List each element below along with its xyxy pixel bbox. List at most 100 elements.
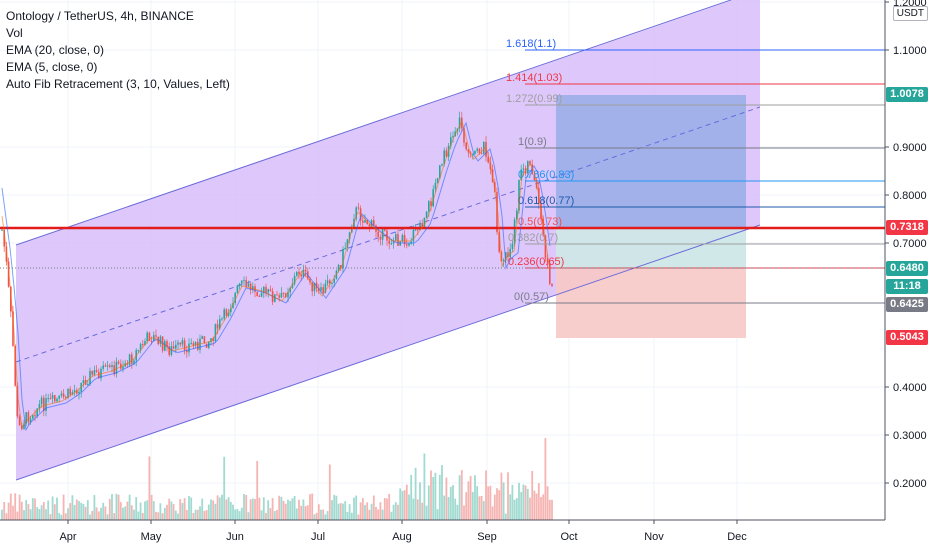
candle-body: [509, 248, 511, 257]
volume-bar: [381, 509, 384, 520]
candle-body: [188, 343, 190, 353]
candle-body: [485, 142, 487, 157]
volume-bar: [460, 470, 463, 520]
candle-body: [115, 361, 118, 375]
candle-body: [238, 283, 241, 286]
indicator-ema-5[interactable]: EMA (5, close, 0): [6, 60, 98, 74]
volume-bar: [100, 507, 102, 520]
volume-bar: [69, 503, 72, 520]
volume-bar: [212, 500, 215, 520]
candle-body: [390, 243, 393, 245]
symbol-title[interactable]: Ontology / TetherUS, 4h, BINANCE: [6, 9, 194, 23]
candle-body: [443, 150, 445, 165]
candle-body: [322, 287, 324, 293]
volume-bar: [377, 509, 380, 520]
volume-bar: [42, 502, 45, 520]
volume-bar: [348, 504, 351, 520]
volume-bar: [210, 499, 212, 520]
volume-bar: [357, 514, 360, 520]
candle-body: [232, 303, 234, 309]
volume-bar: [412, 498, 415, 520]
volume-bar: [269, 508, 272, 520]
candle-body: [304, 269, 307, 272]
candle-body: [234, 292, 236, 304]
volume-bar: [56, 497, 58, 520]
candle-body: [23, 423, 25, 430]
volume-bar: [194, 509, 197, 520]
volume-bar: [183, 498, 186, 520]
channel-upper-line: [15, 0, 733, 246]
volume-bar: [540, 497, 542, 520]
candle-body: [168, 346, 170, 355]
candle-body: [274, 294, 276, 302]
volume-bar: [18, 494, 21, 520]
volume-bar: [423, 453, 426, 520]
candle-body: [214, 324, 217, 341]
volume-bar: [350, 512, 353, 520]
volume-bar: [218, 497, 221, 520]
candle-body: [549, 263, 551, 285]
indicator-vol[interactable]: Vol: [6, 26, 23, 40]
candle-body: [324, 283, 327, 293]
volume-bar: [344, 501, 347, 520]
candle-body: [263, 286, 265, 294]
candle-body: [287, 292, 289, 298]
indicator-auto-fib[interactable]: Auto Fib Retracement (3, 10, Values, Lef…: [6, 77, 230, 91]
volume-bar: [223, 456, 226, 520]
candle-body: [142, 344, 144, 346]
volume-bar: [447, 496, 450, 520]
volume-bar: [302, 499, 305, 520]
indicator-ema-20[interactable]: EMA (20, close, 0): [6, 43, 105, 57]
candle-body: [403, 235, 406, 245]
price-tag-0-7318: 0.7318: [886, 220, 928, 235]
candle-body: [342, 249, 344, 269]
volume-bar: [500, 472, 503, 520]
volume-bar: [20, 501, 23, 520]
candle-body: [441, 164, 443, 166]
candle-body: [329, 280, 331, 284]
candle-body: [95, 370, 98, 372]
volume-bar: [399, 488, 402, 520]
volume-bar: [326, 511, 329, 520]
volume-bar: [67, 508, 69, 520]
time-tick-label: Oct: [560, 531, 577, 543]
candle-body: [177, 342, 179, 345]
volume-bar: [425, 505, 428, 520]
volume-bar: [111, 494, 113, 520]
volume-bar: [25, 500, 28, 520]
volume-bar: [221, 494, 223, 520]
candle-body: [181, 340, 184, 345]
candle-body: [155, 335, 157, 337]
fib-level-label: 0.236(0.65): [508, 256, 564, 268]
volume-bar: [504, 513, 507, 520]
candle-body: [463, 128, 465, 143]
price-tag-0-5043: 0.5043: [886, 330, 928, 345]
candle-body: [194, 341, 197, 346]
volume-bar: [280, 496, 283, 520]
volume-bar: [388, 493, 391, 520]
volume-bar: [243, 494, 245, 520]
volume-bar: [106, 514, 109, 520]
volume-bar: [317, 504, 320, 520]
volume-bar: [53, 504, 56, 520]
candle-body: [487, 156, 489, 163]
candle-body: [340, 265, 342, 269]
candle-body: [18, 416, 21, 426]
candle-body: [516, 210, 518, 220]
time-tick-label: Dec: [727, 531, 747, 543]
currency-unit-label[interactable]: USDT: [892, 6, 928, 21]
volume-bar: [469, 475, 472, 520]
candle-body: [379, 236, 382, 240]
candle-body: [3, 229, 5, 247]
volume-bar: [390, 511, 393, 520]
volume-bar: [328, 464, 331, 520]
volume-bar: [542, 494, 545, 520]
candle-body: [461, 117, 463, 129]
candle-body: [175, 344, 177, 349]
candle-body: [311, 282, 313, 292]
volume-bar: [430, 470, 432, 520]
volume-bar: [135, 497, 138, 520]
volume-bar: [295, 508, 298, 520]
volume-bar: [445, 477, 448, 520]
